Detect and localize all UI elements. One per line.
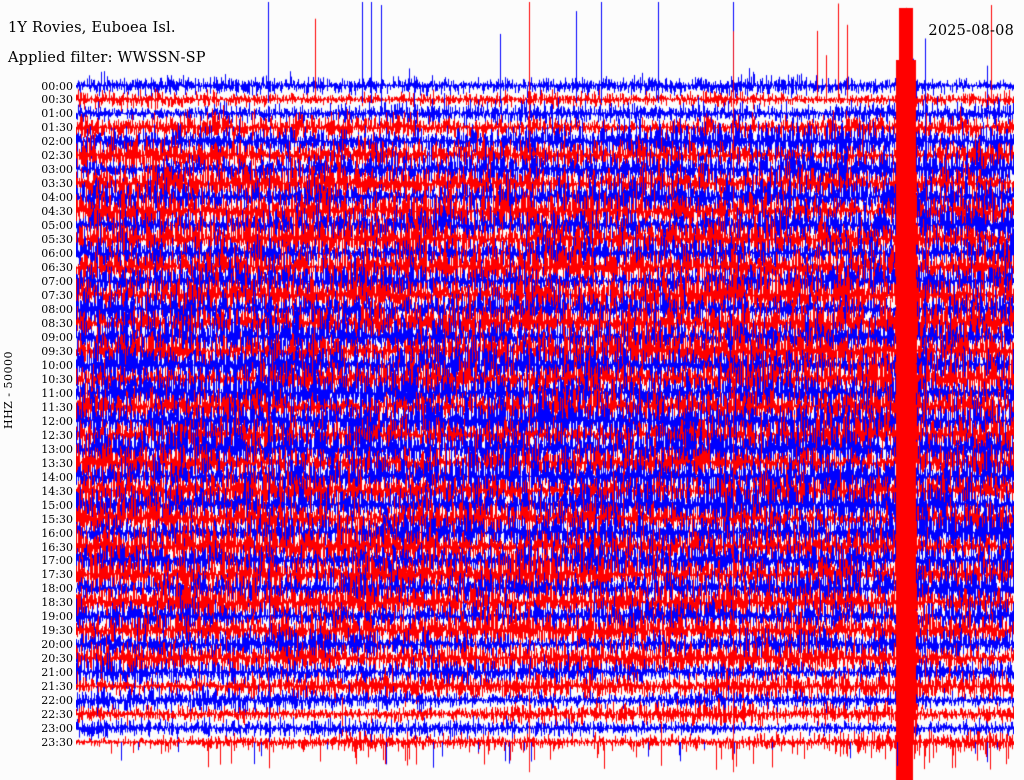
time-tick-label: 06:00	[41, 247, 73, 261]
time-tick-label: 13:00	[41, 442, 73, 456]
time-tick-label: 01:00	[41, 107, 73, 121]
time-tick-label: 15:30	[41, 512, 73, 526]
time-tick-label: 20:30	[41, 652, 73, 666]
time-tick-label: 07:00	[41, 275, 73, 289]
y-axis-label-text: HHZ - 50000	[2, 350, 15, 430]
time-tick-label: 08:30	[41, 316, 73, 330]
time-tick-label: 23:30	[41, 736, 73, 750]
time-tick-label: 04:30	[41, 205, 73, 219]
record-date-label: 2025-08-08	[928, 23, 1014, 39]
time-tick-label: 14:30	[41, 484, 73, 498]
helicorder-plot	[76, 0, 1014, 780]
time-tick-label: 18:00	[41, 582, 73, 596]
time-tick-label: 01:30	[41, 121, 73, 135]
seismic-trace-canvas	[76, 0, 1014, 780]
time-tick-label: 06:30	[41, 261, 73, 275]
time-tick-label: 00:30	[41, 93, 73, 107]
time-tick-label: 21:00	[41, 666, 73, 680]
time-tick-label: 17:30	[41, 568, 73, 582]
y-axis-label: HHZ - 50000	[2, 351, 20, 429]
time-tick-label: 09:30	[41, 344, 73, 358]
time-tick-label: 15:00	[41, 498, 73, 512]
time-tick-label: 14:00	[41, 470, 73, 484]
time-tick-label: 07:30	[41, 289, 73, 303]
time-tick-label: 02:00	[41, 135, 73, 149]
time-tick-label: 12:00	[41, 414, 73, 428]
time-tick-label: 02:30	[41, 149, 73, 163]
time-tick-label: 03:30	[41, 177, 73, 191]
time-tick-label: 10:00	[41, 358, 73, 372]
time-tick-label: 05:30	[41, 233, 73, 247]
time-tick-label: 11:30	[41, 400, 73, 414]
time-tick-label: 19:00	[41, 610, 73, 624]
time-tick-label: 17:00	[41, 554, 73, 568]
time-tick-label: 16:00	[41, 526, 73, 540]
time-axis: 00:00 00:30 01:00 01:30 02:00 02:30 03:00 03:30…	[0, 0, 76, 780]
time-tick-label: 21:30	[41, 680, 73, 694]
time-tick-label: 20:00	[41, 638, 73, 652]
time-tick-label: 13:30	[41, 456, 73, 470]
time-tick-label: 18:30	[41, 596, 73, 610]
time-tick-label: 09:00	[41, 330, 73, 344]
station-title: 1Y Rovies, Euboea Isl.	[8, 20, 176, 36]
time-tick-label: 19:30	[41, 624, 73, 638]
time-tick-label: 00:00	[41, 79, 73, 93]
time-tick-label: 23:00	[41, 722, 73, 736]
time-tick-label: 12:30	[41, 428, 73, 442]
time-tick-label: 16:30	[41, 540, 73, 554]
time-tick-label: 08:00	[41, 303, 73, 317]
time-tick-label: 11:00	[41, 386, 73, 400]
time-tick-label: 03:00	[41, 163, 73, 177]
time-tick-label: 22:00	[41, 694, 73, 708]
time-tick-label: 22:30	[41, 708, 73, 722]
time-tick-label: 05:00	[41, 219, 73, 233]
applied-filter-label: Applied filter: WWSSN-SP	[8, 50, 206, 66]
time-tick-label: 10:30	[41, 372, 73, 386]
time-tick-label: 04:00	[41, 191, 73, 205]
